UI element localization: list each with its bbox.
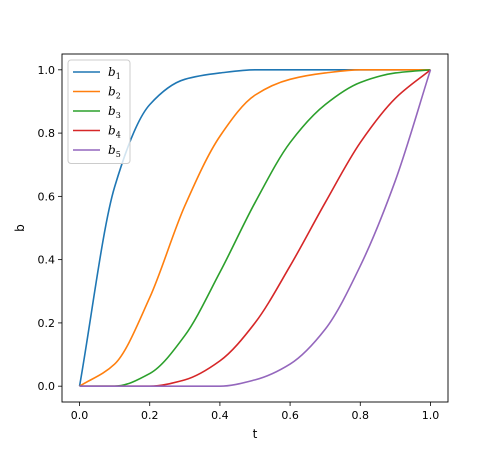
x-tick-label: 0.2 [141, 409, 159, 422]
x-tick-label: 0.4 [211, 409, 229, 422]
x-axis-ticks: 0.0 0.2 0.4 0.6 0.8 1.0 [71, 402, 439, 422]
series-line-b3 [79, 69, 431, 387]
plot-lines [78, 69, 432, 387]
x-tick-label: 0.6 [281, 409, 299, 422]
y-axis-label: b [13, 224, 27, 232]
y-tick-label: 0.2 [38, 317, 56, 330]
y-axis-ticks: 0.0 0.2 0.4 0.6 0.8 1.0 [38, 64, 62, 393]
series-line-b5 [79, 69, 432, 387]
x-tick-label: 0.0 [71, 409, 89, 422]
y-tick-label: 0.4 [38, 254, 56, 267]
y-tick-label: 0.6 [38, 190, 56, 203]
x-axis-label: t [253, 427, 258, 441]
y-tick-label: 1.0 [38, 64, 56, 77]
series-line-b2 [79, 69, 431, 387]
y-tick-label: 0.0 [38, 380, 56, 393]
y-tick-label: 0.8 [38, 127, 56, 140]
axes-frame [61, 53, 449, 403]
x-tick-label: 1.0 [422, 409, 440, 422]
x-tick-label: 0.8 [352, 409, 370, 422]
